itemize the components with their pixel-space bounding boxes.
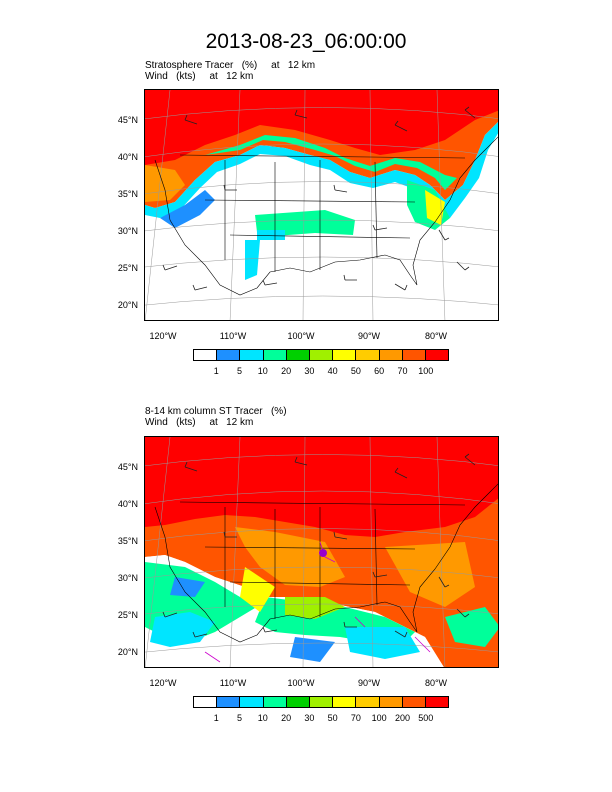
colorbar-swatch: [263, 697, 287, 707]
colorbar-swatch: [286, 697, 310, 707]
colorbar-swatch: [240, 697, 264, 707]
panel1-lat-label: 45°N: [117, 115, 138, 125]
panel1-lat-label: 30°N: [117, 226, 138, 236]
panel2-lat-label: 20°N: [117, 647, 138, 657]
colorbar-swatch: [240, 350, 264, 360]
colorbar-label: 100: [418, 366, 434, 376]
panel2-lat-label: 35°N: [117, 536, 138, 546]
panel2-lon-label: 100°W: [287, 678, 315, 688]
panel1-lat-label: 35°N: [117, 189, 138, 199]
panel2-lat-label: 30°N: [117, 573, 138, 583]
colorbar-swatch: [402, 697, 426, 707]
panel1-lon-label: 90°W: [357, 331, 381, 341]
colorbar-swatch: [333, 697, 357, 707]
colorbar-label: 1: [213, 366, 219, 376]
panel2-map: [144, 436, 499, 668]
colorbar-label: 100: [371, 713, 387, 723]
colorbar-label: 500: [418, 713, 434, 723]
panel2-lat-label: 45°N: [117, 462, 138, 472]
panel1-map-svg: [145, 90, 498, 320]
colorbar-swatch: [425, 697, 449, 707]
colorbar-label: 50: [327, 713, 338, 723]
colorbar-label: 50: [350, 366, 361, 376]
colorbar-swatch: [425, 350, 449, 360]
panel2-label-line1: 8-14 km column ST Tracer (%): [145, 406, 287, 417]
colorbar-label: 60: [374, 366, 385, 376]
colorbar-swatch: [194, 697, 218, 707]
panel2-map-svg: [145, 437, 498, 667]
colorbar-label: 1: [213, 713, 219, 723]
colorbar-label: 5: [237, 366, 243, 376]
colorbar-label: 30: [304, 713, 315, 723]
colorbar-label: 200: [394, 713, 410, 723]
colorbar-label: 70: [397, 366, 408, 376]
colorbar-swatch: [402, 350, 426, 360]
colorbar-swatch: [379, 697, 403, 707]
colorbar-label: 20: [281, 366, 292, 376]
colorbar-label: 20: [281, 713, 292, 723]
colorbar-swatch: [286, 350, 310, 360]
panel2-lon-label: 80°W: [424, 678, 448, 688]
colorbar-label: 70: [350, 713, 361, 723]
colorbar-swatch: [194, 350, 218, 360]
colorbar-swatch: [217, 697, 241, 707]
colorbar-label: 10: [257, 713, 268, 723]
colorbar-swatch: [356, 350, 380, 360]
colorbar-swatch: [333, 350, 357, 360]
panel1-lat-label: 20°N: [117, 300, 138, 310]
colorbar-label: 40: [327, 366, 338, 376]
colorbar-label: 30: [304, 366, 315, 376]
colorbar-swatch: [356, 697, 380, 707]
panel1-lon-label: 80°W: [424, 331, 448, 341]
panel1-label-line1: Stratosphere Tracer (%) at 12 km: [145, 60, 316, 71]
panel1-colorbar: [193, 349, 449, 361]
panel1-lat-label: 25°N: [117, 263, 138, 273]
panel2-label-line2: Wind (kts) at 12 km: [145, 417, 254, 428]
colorbar-label: 5: [237, 713, 243, 723]
panel2-colorbar: [193, 696, 449, 708]
panel2-lon-label: 110°W: [219, 678, 247, 688]
panel1-lat-label: 40°N: [117, 152, 138, 162]
colorbar-swatch: [309, 697, 334, 707]
panel2-lon-label: 90°W: [357, 678, 381, 688]
colorbar-swatch: [217, 350, 241, 360]
colorbar-swatch: [379, 350, 403, 360]
panel2-lat-label: 25°N: [117, 610, 138, 620]
panel1-label-line2: Wind (kts) at 12 km: [145, 71, 254, 82]
figure-title: 2013-08-23_06:00:00: [205, 30, 407, 53]
panel2-lon-label: 120°W: [149, 678, 177, 688]
colorbar-label: 10: [257, 366, 268, 376]
panel1-map: [144, 89, 499, 321]
panel2-lat-label: 40°N: [117, 499, 138, 509]
panel1-lon-label: 110°W: [219, 331, 247, 341]
panel1-lon-label: 100°W: [287, 331, 315, 341]
panel1-lon-label: 120°W: [149, 331, 177, 341]
colorbar-swatch: [309, 350, 334, 360]
colorbar-swatch: [263, 350, 287, 360]
